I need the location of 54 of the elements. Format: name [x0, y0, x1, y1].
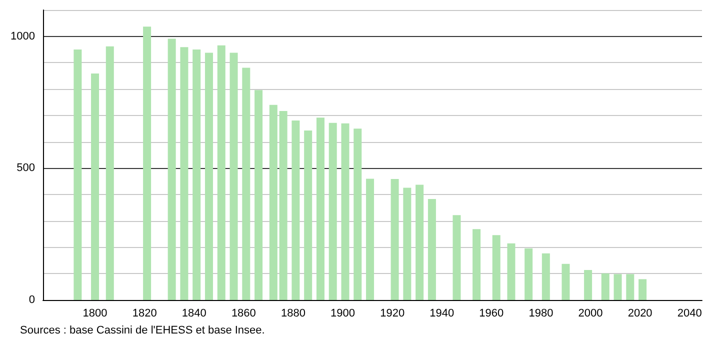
bar [254, 90, 263, 300]
x-tick-label: 2020 [628, 308, 652, 320]
y-tick-label: 0 [28, 294, 35, 306]
bar [492, 235, 500, 300]
bar [354, 128, 362, 300]
x-tick-label: 1820 [132, 308, 157, 320]
x-tick-label: 1860 [231, 308, 256, 320]
bar [192, 50, 201, 300]
bar [292, 120, 300, 300]
bar [106, 46, 114, 300]
bar [366, 178, 374, 300]
bar [542, 253, 550, 300]
bar [91, 74, 100, 300]
bar [638, 279, 647, 300]
bar [472, 229, 481, 300]
bar [584, 270, 592, 300]
source-note: Sources : base Cassini de l'EHESS et base Insee. [20, 324, 265, 336]
bar [507, 243, 516, 300]
bar [428, 199, 436, 300]
x-tick-label: 1840 [182, 308, 206, 320]
bar [74, 50, 82, 300]
bar [403, 188, 412, 300]
y-tick-label: 500 [16, 162, 35, 174]
bar [269, 104, 278, 300]
bar [242, 68, 250, 300]
bar [217, 45, 226, 300]
bar [328, 122, 337, 300]
bar [279, 110, 288, 300]
bar [390, 178, 399, 300]
bar [601, 273, 610, 300]
bar [316, 118, 324, 300]
x-tick-label: 1880 [280, 308, 306, 320]
x-tick-label: 1940 [430, 308, 454, 320]
y-tick-label: 1000 [10, 30, 35, 42]
bar [562, 264, 570, 300]
x-tick-label: 1960 [479, 308, 504, 320]
x-tick-label: 1900 [330, 308, 356, 320]
bar [341, 123, 350, 300]
bar [452, 215, 461, 300]
x-tick-label: 1920 [380, 308, 405, 320]
bar [180, 47, 188, 300]
bar [626, 274, 634, 300]
bar [204, 52, 213, 300]
bar [143, 26, 152, 300]
x-tick-label: 1980 [528, 308, 554, 320]
bar [524, 248, 533, 300]
x-tick-label: 1800 [82, 308, 108, 320]
bar [168, 38, 176, 300]
x-tick-label: 2000 [578, 308, 603, 320]
x-tick-label: 2040 [677, 308, 702, 320]
bar [230, 52, 238, 300]
bar [304, 130, 312, 300]
bar [614, 274, 622, 300]
bar [416, 184, 424, 300]
